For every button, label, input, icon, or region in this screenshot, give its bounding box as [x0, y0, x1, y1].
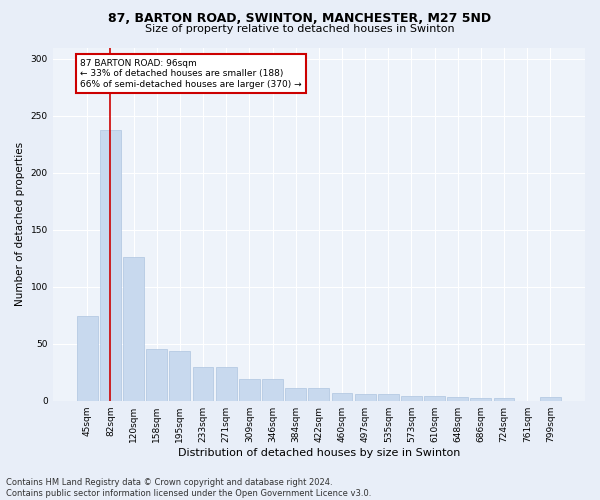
Text: Size of property relative to detached houses in Swinton: Size of property relative to detached ho… — [145, 24, 455, 34]
Bar — [193, 366, 214, 400]
Bar — [77, 316, 98, 400]
Bar — [262, 379, 283, 400]
Text: 87, BARTON ROAD, SWINTON, MANCHESTER, M27 5ND: 87, BARTON ROAD, SWINTON, MANCHESTER, M2… — [109, 12, 491, 26]
Y-axis label: Number of detached properties: Number of detached properties — [15, 142, 25, 306]
Text: 87 BARTON ROAD: 96sqm
← 33% of detached houses are smaller (188)
66% of semi-det: 87 BARTON ROAD: 96sqm ← 33% of detached … — [80, 59, 302, 88]
Bar — [146, 350, 167, 401]
Bar — [470, 398, 491, 400]
Bar — [308, 388, 329, 400]
Bar — [494, 398, 514, 400]
Bar — [401, 396, 422, 400]
Bar — [285, 388, 306, 400]
Bar — [448, 398, 468, 400]
Bar — [540, 398, 561, 400]
Bar — [216, 366, 236, 400]
Bar — [355, 394, 376, 400]
X-axis label: Distribution of detached houses by size in Swinton: Distribution of detached houses by size … — [178, 448, 460, 458]
Bar — [239, 379, 260, 400]
Bar — [123, 257, 144, 400]
Bar — [100, 130, 121, 400]
Text: Contains HM Land Registry data © Crown copyright and database right 2024.
Contai: Contains HM Land Registry data © Crown c… — [6, 478, 371, 498]
Bar — [169, 350, 190, 401]
Bar — [424, 396, 445, 400]
Bar — [332, 392, 352, 400]
Bar — [378, 394, 399, 400]
